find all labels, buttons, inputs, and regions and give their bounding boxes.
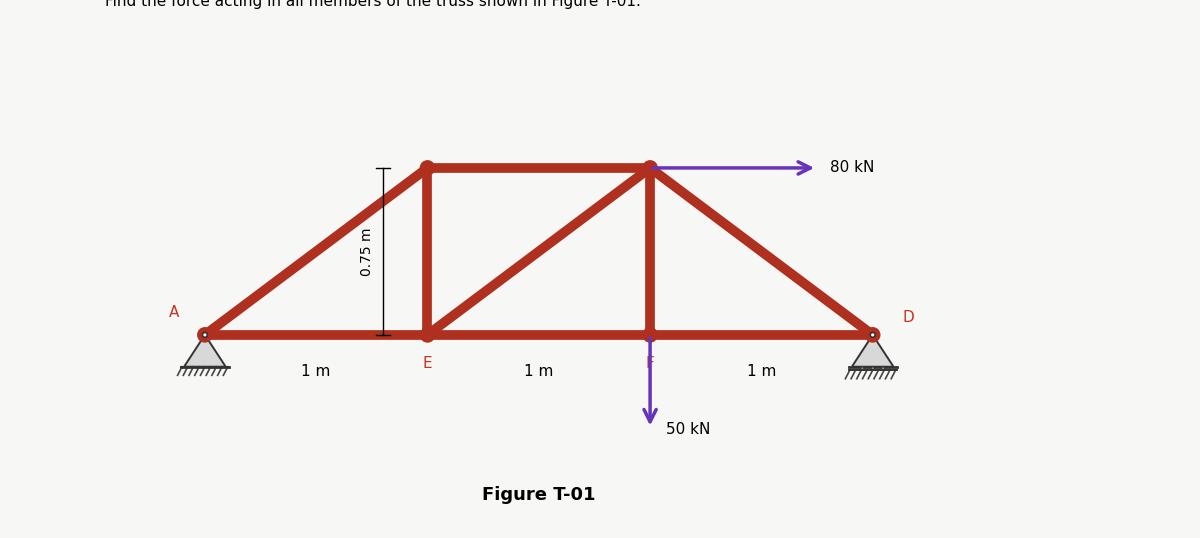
Circle shape <box>865 328 880 342</box>
Text: 1 m: 1 m <box>524 364 553 379</box>
Circle shape <box>203 332 208 337</box>
Circle shape <box>860 367 864 370</box>
Text: 50 kN: 50 kN <box>666 422 710 437</box>
Text: E: E <box>422 356 432 371</box>
Text: 1 m: 1 m <box>301 364 331 379</box>
Circle shape <box>643 161 658 175</box>
Text: A: A <box>168 305 179 320</box>
Text: 1 m: 1 m <box>746 364 776 379</box>
Circle shape <box>870 332 875 337</box>
Circle shape <box>881 367 884 370</box>
Text: 0.75 m: 0.75 m <box>360 227 374 275</box>
Text: Find the force acting in all members of the truss shown in Figure T-01.: Find the force acting in all members of … <box>106 0 641 9</box>
Circle shape <box>198 328 212 342</box>
Circle shape <box>871 367 875 370</box>
Text: D: D <box>902 309 914 324</box>
Circle shape <box>420 328 434 342</box>
Circle shape <box>643 328 658 342</box>
Polygon shape <box>852 335 894 367</box>
Polygon shape <box>184 335 226 367</box>
Text: Figure T-01: Figure T-01 <box>482 486 595 504</box>
Text: 80 kN: 80 kN <box>830 160 875 175</box>
Circle shape <box>420 161 434 175</box>
Text: F: F <box>646 356 654 371</box>
